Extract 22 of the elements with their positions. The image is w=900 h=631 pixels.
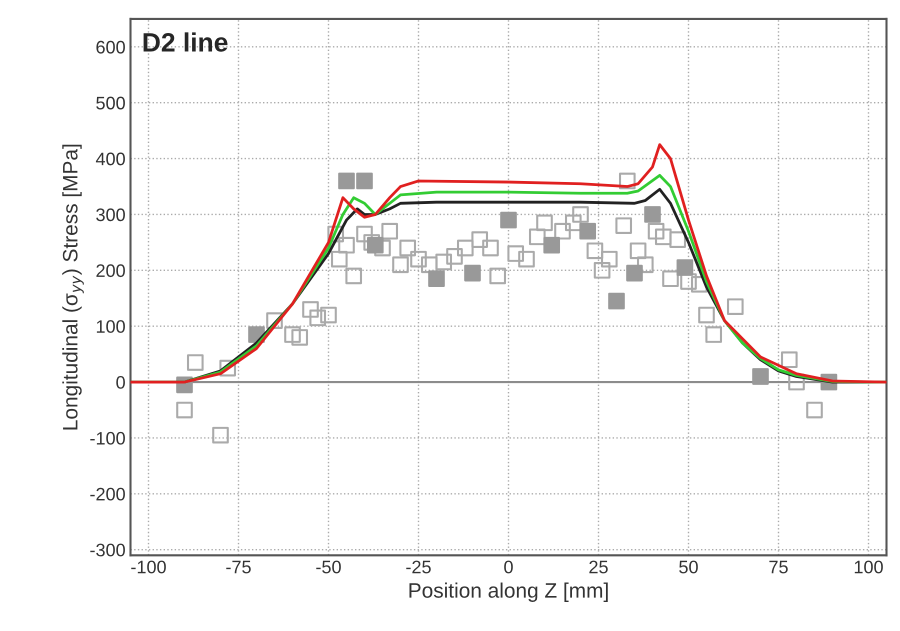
y-tick-label: -300 <box>90 544 125 556</box>
x-tick-label: -75 <box>226 560 251 574</box>
x-tick-label: -100 <box>131 560 166 574</box>
y-tick-label: 100 <box>96 320 125 333</box>
x-axis-title: Position along Z [mm] <box>409 582 608 602</box>
x-tick-label: 50 <box>679 560 698 574</box>
x-tick-label: 75 <box>769 560 788 574</box>
y-tick-label: 600 <box>96 40 125 54</box>
x-tick-label: -50 <box>316 560 341 574</box>
y-axis-title: Longitudinal (σ$_{yy}$) Stress [MPa] <box>62 144 84 430</box>
chart-title: D2 line <box>144 32 228 52</box>
y-tick-label: 300 <box>96 208 125 222</box>
x-tick-label: -25 <box>406 560 431 574</box>
y-tick-label: -100 <box>90 432 125 445</box>
x-tick-label: 25 <box>589 560 608 574</box>
x-tick-label: 0 <box>504 560 513 574</box>
x-tick-label: 100 <box>854 560 883 574</box>
y-tick-label: -200 <box>90 488 125 501</box>
y-tick-label: 500 <box>96 96 125 110</box>
y-tick-label: 400 <box>96 152 125 166</box>
y-tick-label: 200 <box>96 264 125 278</box>
y-tick-label: 0 <box>116 376 125 389</box>
